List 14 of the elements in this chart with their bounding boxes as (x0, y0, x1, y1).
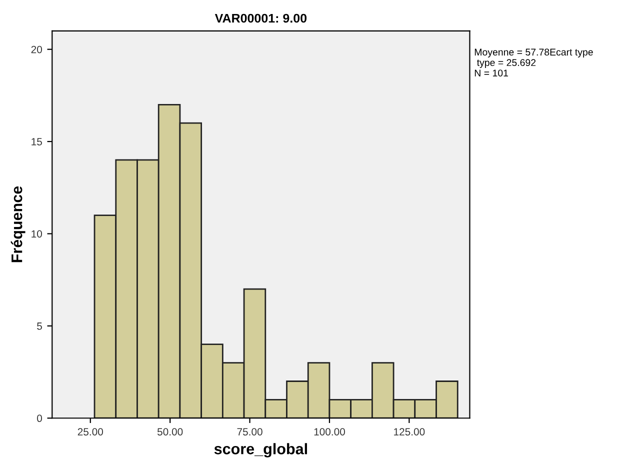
text: Moyenne = 57.78Ecart type type = 25.692 N = 101 (474, 48, 593, 76)
y-tick-label: 15 (32, 138, 42, 146)
chart-title: VAR00001: 9.00 (214, 14, 307, 23)
x-tick-label: 75.00 (237, 428, 262, 436)
x-tick-label: 50.00 (157, 428, 183, 436)
x-axis-title: score_global (214, 443, 307, 458)
y-tick-label: 5 (37, 322, 42, 330)
x-tick-label: 25.00 (78, 428, 104, 436)
y-tick-label: 0 (37, 414, 42, 422)
y-tick-label: 20 (31, 46, 42, 54)
y-axis-title: Fréquence (10, 186, 26, 262)
x-tick-label: 100.00 (314, 428, 345, 436)
y-tick-label: 10 (32, 230, 42, 238)
x-tick-label: 125.00 (394, 428, 425, 436)
